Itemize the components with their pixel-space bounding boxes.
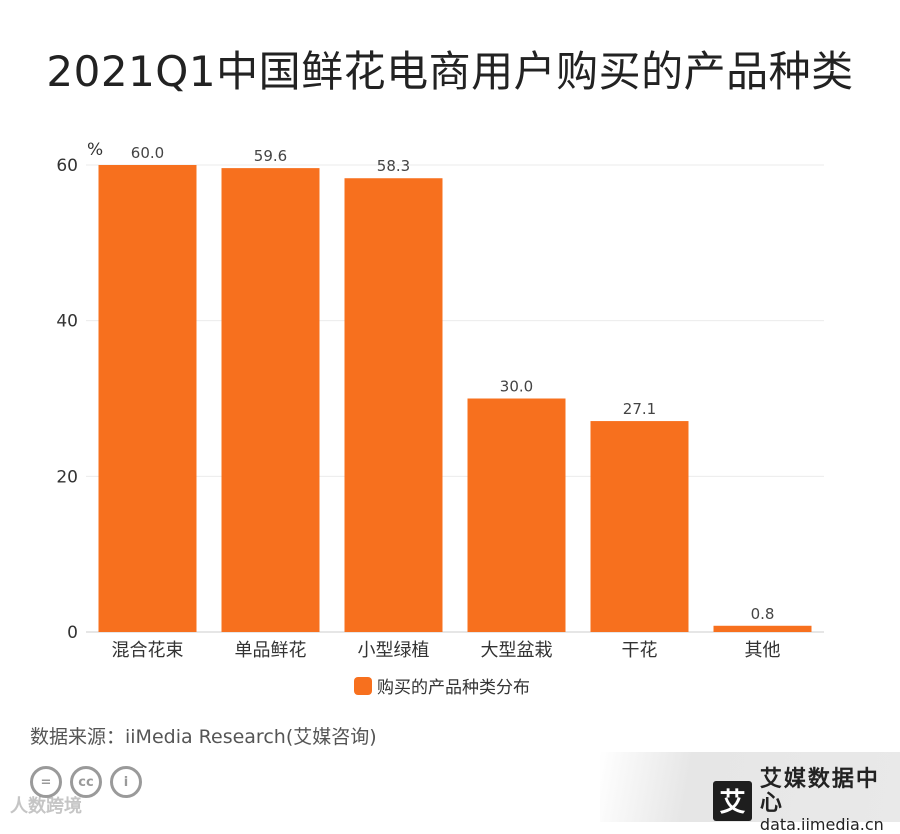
brand-name: 艾媒数据中心: [759, 767, 880, 817]
watermark: 人数跨境: [10, 796, 82, 817]
bar: [344, 178, 443, 632]
data-label: 27.1: [623, 400, 656, 418]
bar: [467, 398, 566, 632]
cc-license-icon: cc: [70, 766, 102, 798]
y-tick-label: 40: [56, 312, 78, 332]
data-label: 0.8: [751, 605, 775, 623]
attribution-icon: i: [110, 766, 142, 798]
x-tick-label: 混合花束: [112, 640, 184, 661]
y-tick-label: 20: [56, 467, 78, 487]
equal-license-icon: =: [30, 766, 62, 798]
data-label: 30.0: [500, 378, 533, 396]
x-tick-label: 单品鲜花: [235, 640, 307, 661]
bar-chart: 0 20 40 60% 60.0 混合花束 59.6 单品鲜花 58.3 小型绿植 30.0 大型盆栽…: [56, 140, 824, 698]
bar: [221, 168, 320, 632]
source-note: 数据来源：iiMedia Research(艾媒咨询): [30, 726, 377, 748]
brand-logo-icon: 艾: [713, 780, 752, 821]
x-tick-label: 干花: [622, 640, 658, 661]
data-label: 58.3: [377, 157, 410, 175]
x-tick-label: 大型盆栽: [481, 640, 553, 661]
bar: [98, 165, 197, 632]
license-icons: = cc i: [30, 766, 142, 798]
x-tick-label: 小型绿植: [358, 640, 430, 661]
y-tick-label: 60: [56, 156, 78, 176]
legend-label: 购买的产品种类分布: [377, 678, 530, 698]
bar: [713, 625, 812, 632]
y-tick-label: 0: [67, 623, 78, 643]
chart-title: 2021Q1中国鲜花电商用户购买的产品种类: [46, 47, 854, 96]
brand: 艾 艾媒数据中心 data.iimedia.cn: [713, 767, 900, 834]
data-label: 60.0: [131, 144, 164, 162]
data-label: 59.6: [254, 147, 287, 165]
y-axis-unit: %: [87, 140, 103, 160]
x-tick-label: 其他: [745, 640, 781, 661]
bar: [590, 421, 689, 632]
brand-url: data.iimedia.cn: [759, 815, 884, 834]
legend-swatch: [354, 677, 372, 695]
